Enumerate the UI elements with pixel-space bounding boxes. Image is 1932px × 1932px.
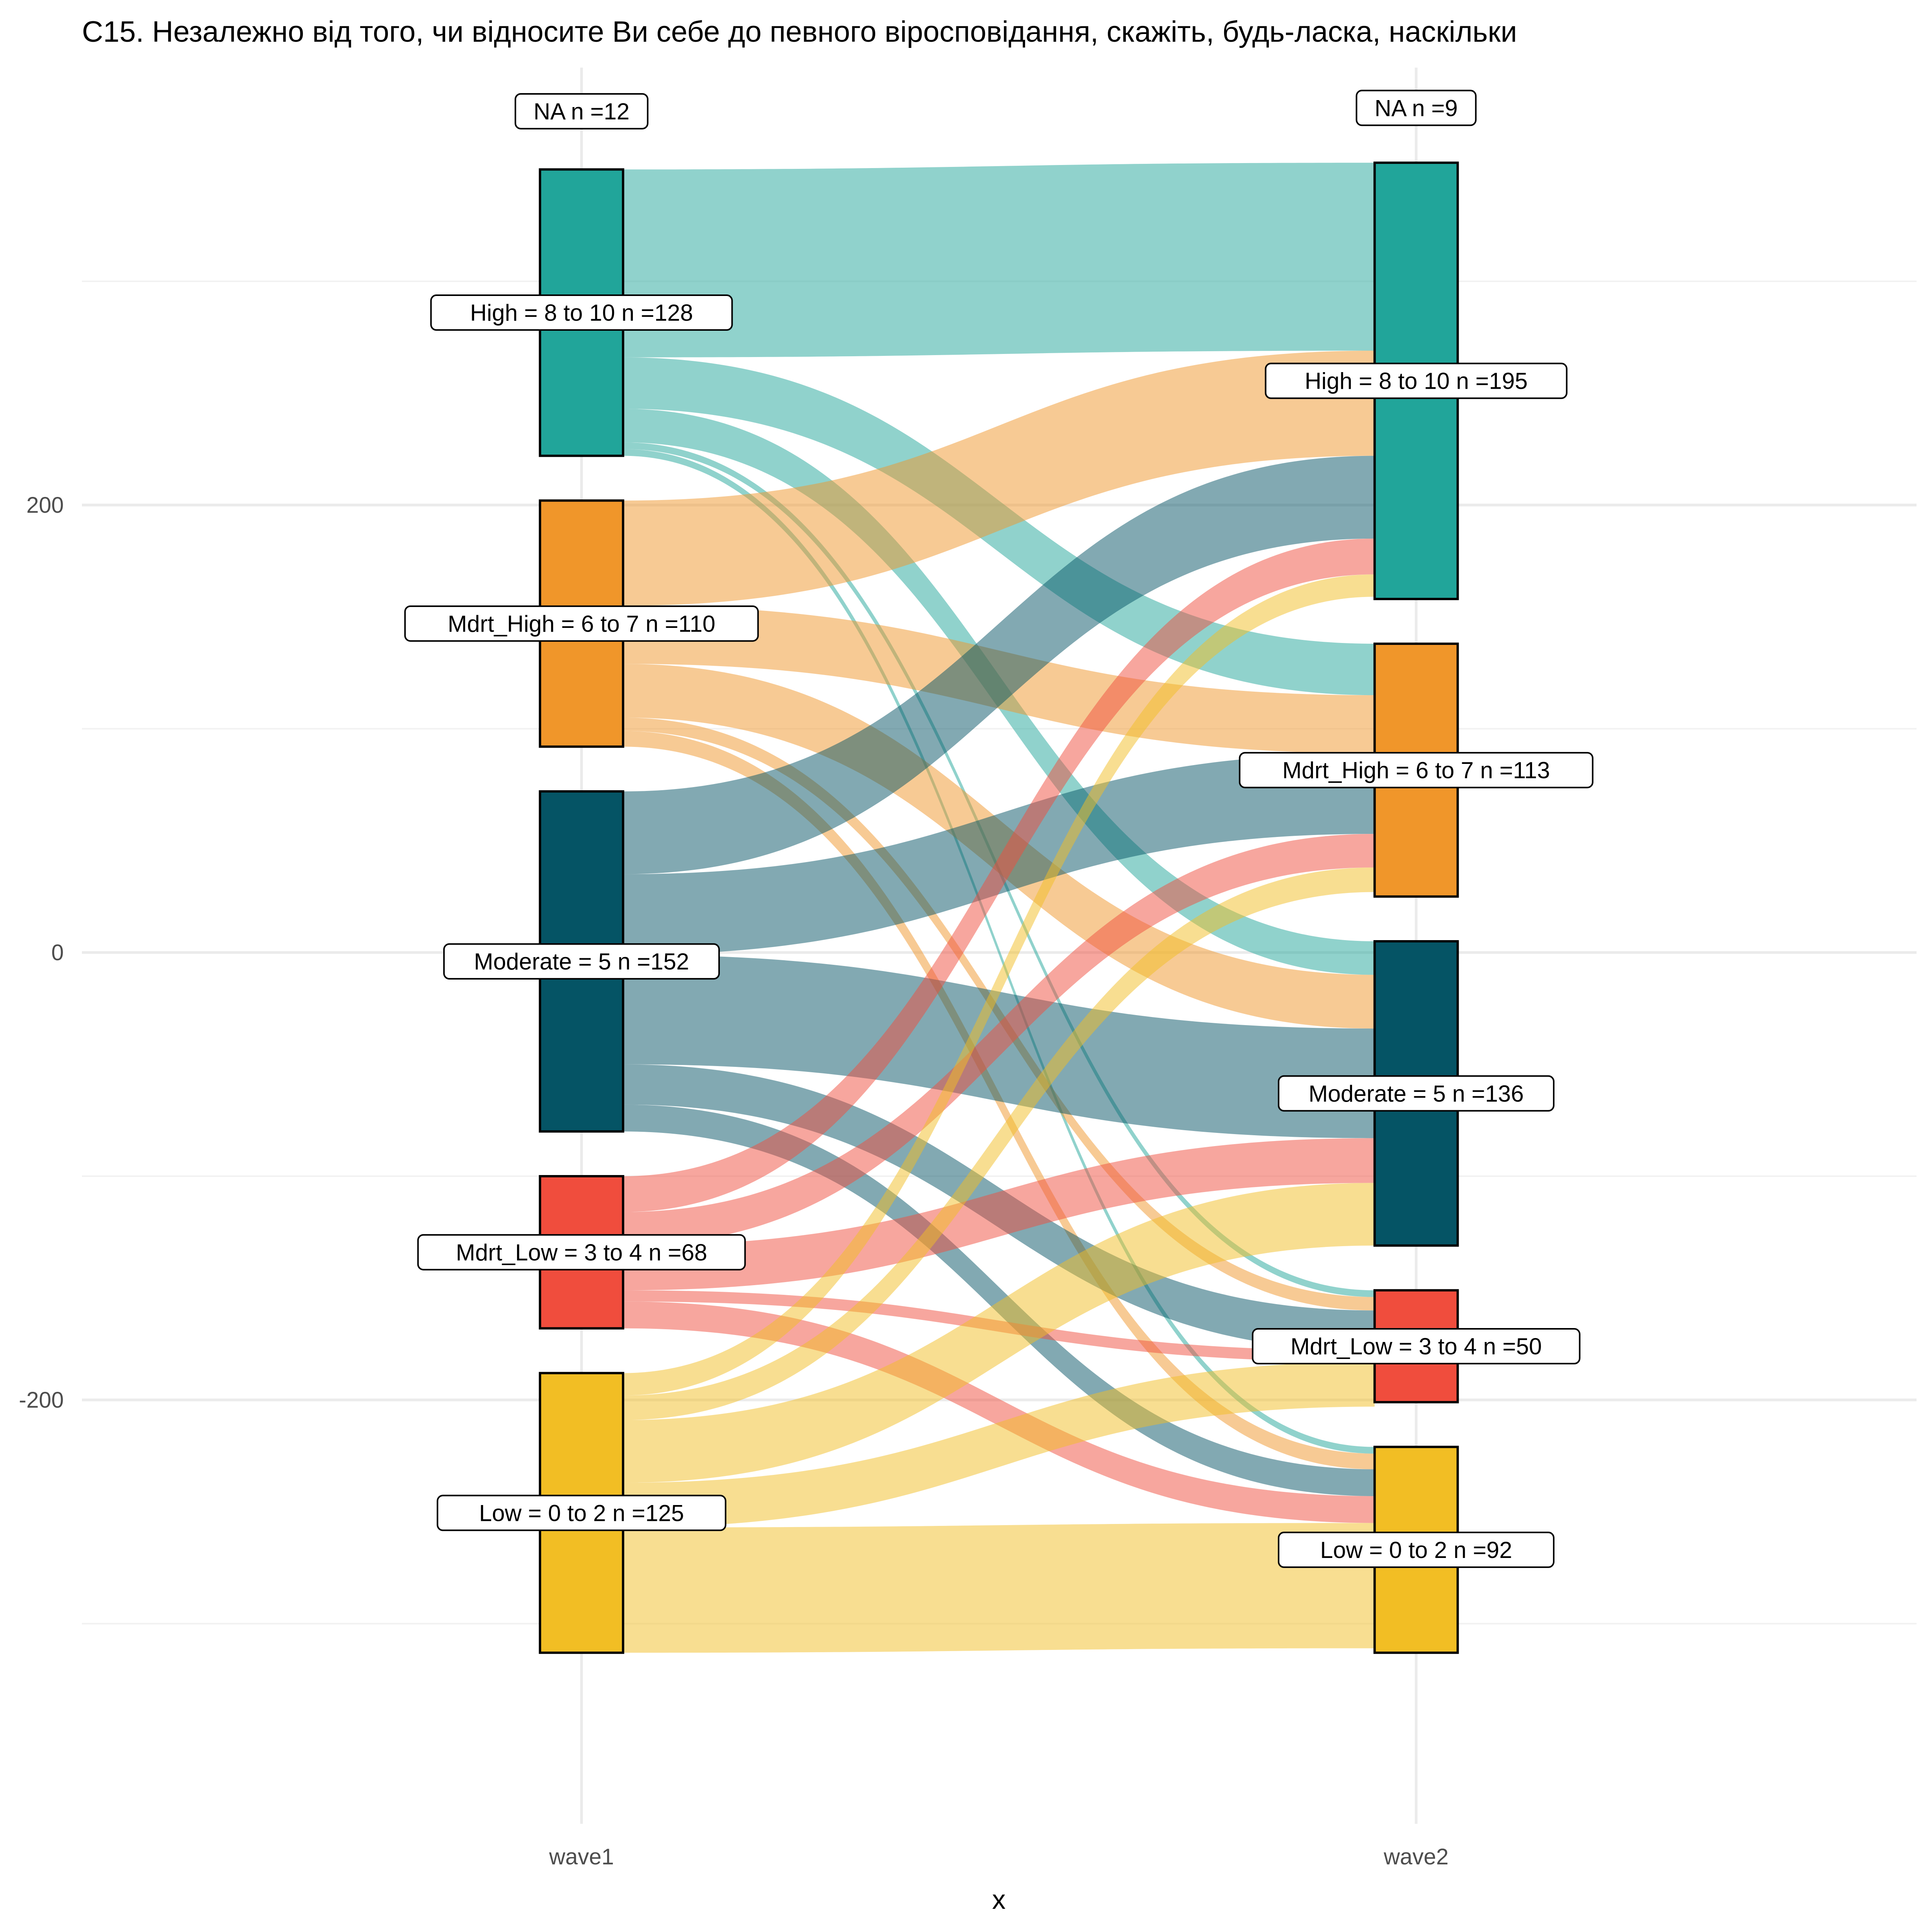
label-box (1278, 1075, 1554, 1112)
label-box (443, 943, 720, 980)
node-label-na-wave2: NA n =9 (1355, 90, 1477, 126)
flow-moderate-5-to-low-0-to-2 (623, 1104, 1375, 1496)
label-text: Moderate = 5 n =152 (474, 949, 689, 975)
label-text: High = 8 to 10 n =195 (1304, 368, 1527, 394)
flow-mdrt-low-3-to-4-to-mdrt-high-6-to-7 (623, 834, 1375, 1246)
node-label-wave1-high-8-to-10: High = 8 to 10 n =128 (430, 294, 733, 331)
label-box (1278, 1531, 1554, 1568)
flow-low-0-to-2-to-moderate-5 (623, 1183, 1375, 1483)
flows (623, 163, 1375, 1653)
flow-low-0-to-2-to-mdrt-low-3-to-4 (623, 1362, 1375, 1528)
label-box (514, 93, 649, 129)
node-label-wave2-low-0-to-2: Low = 0 to 2 n =92 (1278, 1531, 1554, 1568)
flow-mdrt-low-3-to-4-to-moderate-5 (623, 1138, 1375, 1291)
flow-low-0-to-2-to-low-0-to-2 (623, 1523, 1375, 1653)
flow-high-8-to-10-to-low-0-to-2 (623, 449, 1375, 1454)
y-tick-label: 0 (51, 940, 64, 965)
label-box (404, 605, 759, 642)
x-tick-label-wave1: wave1 (549, 1844, 614, 1869)
label-box (417, 1234, 746, 1270)
node-label-wave1-low-0-to-2: Low = 0 to 2 n =125 (437, 1495, 726, 1531)
label-text: Mdrt_Low = 3 to 4 n =50 (1291, 1333, 1542, 1359)
y-tick-label: 200 (26, 493, 64, 518)
label-text: NA n =12 (534, 99, 630, 124)
node-label-wave1-mdrt-high-6-to-7: Mdrt_High = 6 to 7 n =110 (404, 605, 759, 642)
flow-mdrt-low-3-to-4-to-high-8-to-10 (623, 538, 1375, 1212)
label-box (1239, 752, 1594, 789)
node-label-wave2-mdrt-low-3-to-4: Mdrt_Low = 3 to 4 n =50 (1252, 1328, 1581, 1365)
label-text: Mdrt_High = 6 to 7 n =110 (448, 611, 716, 637)
x-axis-title: x (992, 1884, 1006, 1915)
chart-title: С15. Незалежно від того, чи відносите Ви… (82, 15, 1517, 48)
label-text: NA n =9 (1374, 95, 1458, 121)
flow-moderate-5-to-mdrt-high-6-to-7 (623, 753, 1375, 955)
label-text: Mdrt_Low = 3 to 4 n =68 (456, 1240, 707, 1265)
flow-moderate-5-to-high-8-to-10 (623, 456, 1375, 874)
label-text: Mdrt_High = 6 to 7 n =113 (1282, 757, 1550, 783)
x-tick-label-wave2: wave2 (1383, 1844, 1449, 1869)
label-box (430, 294, 733, 331)
label-text: Low = 0 to 2 n =125 (479, 1500, 684, 1526)
axes: 200 0 -200 wave1 wave2 (19, 493, 1449, 1869)
flow-mdrt-low-3-to-4-to-low-0-to-2 (623, 1301, 1375, 1523)
flow-mdrt-high-6-to-7-to-high-8-to-10 (623, 350, 1375, 606)
flow-high-8-to-10-to-high-8-to-10 (623, 163, 1375, 357)
node-label-wave1-moderate-5: Moderate = 5 n =152 (443, 943, 720, 980)
label-text: Low = 0 to 2 n =92 (1320, 1537, 1512, 1563)
node-labels: NA n =12 High = 8 to 10 n =128 Mdrt_High =… (404, 90, 1594, 1568)
flow-low-0-to-2-to-mdrt-high-6-to-7 (623, 867, 1375, 1420)
label-box (1265, 362, 1568, 399)
node-label-wave2-moderate-5: Moderate = 5 n =136 (1278, 1075, 1554, 1112)
node-label-na-wave1: NA n =12 (514, 93, 649, 129)
node-label-wave2-mdrt-high-6-to-7: Mdrt_High = 6 to 7 n =113 (1239, 752, 1594, 789)
node-label-wave2-high-8-to-10: High = 8 to 10 n =195 (1265, 362, 1568, 399)
label-box (1252, 1328, 1581, 1365)
y-tick-label: -200 (19, 1388, 64, 1413)
label-text: Moderate = 5 n =136 (1308, 1081, 1524, 1107)
label-box (1355, 90, 1477, 126)
label-text: High = 8 to 10 n =128 (470, 300, 693, 326)
label-box (437, 1495, 726, 1531)
node-label-wave1-mdrt-low-3-to-4: Mdrt_Low = 3 to 4 n =68 (417, 1234, 746, 1270)
flow-low-0-to-2-to-high-8-to-10 (623, 574, 1375, 1396)
